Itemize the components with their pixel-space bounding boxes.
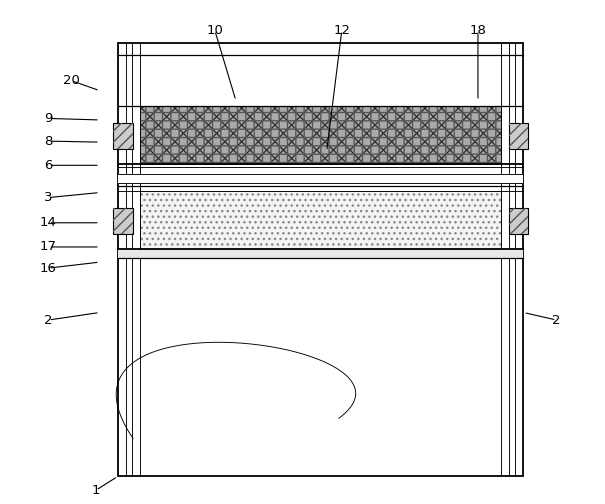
Bar [113, 208, 132, 234]
Bar [113, 123, 132, 149]
Bar [140, 191, 501, 249]
Text: 2: 2 [44, 313, 53, 327]
Text: 6: 6 [44, 159, 53, 172]
Text: 1: 1 [91, 484, 100, 497]
Text: 16: 16 [40, 262, 57, 275]
Text: 18: 18 [469, 24, 486, 37]
Bar [508, 208, 529, 234]
Bar [118, 249, 523, 258]
Text: 20: 20 [63, 74, 80, 87]
Text: 10: 10 [206, 24, 223, 37]
Text: 2: 2 [552, 313, 561, 327]
Bar [140, 106, 501, 164]
Bar [140, 106, 501, 164]
Text: 9: 9 [44, 112, 53, 125]
Text: 14: 14 [40, 216, 57, 229]
Text: 12: 12 [333, 24, 350, 37]
Bar [508, 123, 529, 149]
Bar [113, 208, 132, 234]
Bar [118, 43, 523, 476]
Text: 3: 3 [44, 191, 53, 204]
Bar [113, 123, 132, 149]
Bar [508, 123, 529, 149]
Bar [118, 174, 523, 183]
Text: 8: 8 [44, 135, 53, 148]
Bar [140, 106, 501, 164]
Text: 17: 17 [40, 240, 57, 254]
Bar [140, 191, 501, 249]
Bar [508, 208, 529, 234]
